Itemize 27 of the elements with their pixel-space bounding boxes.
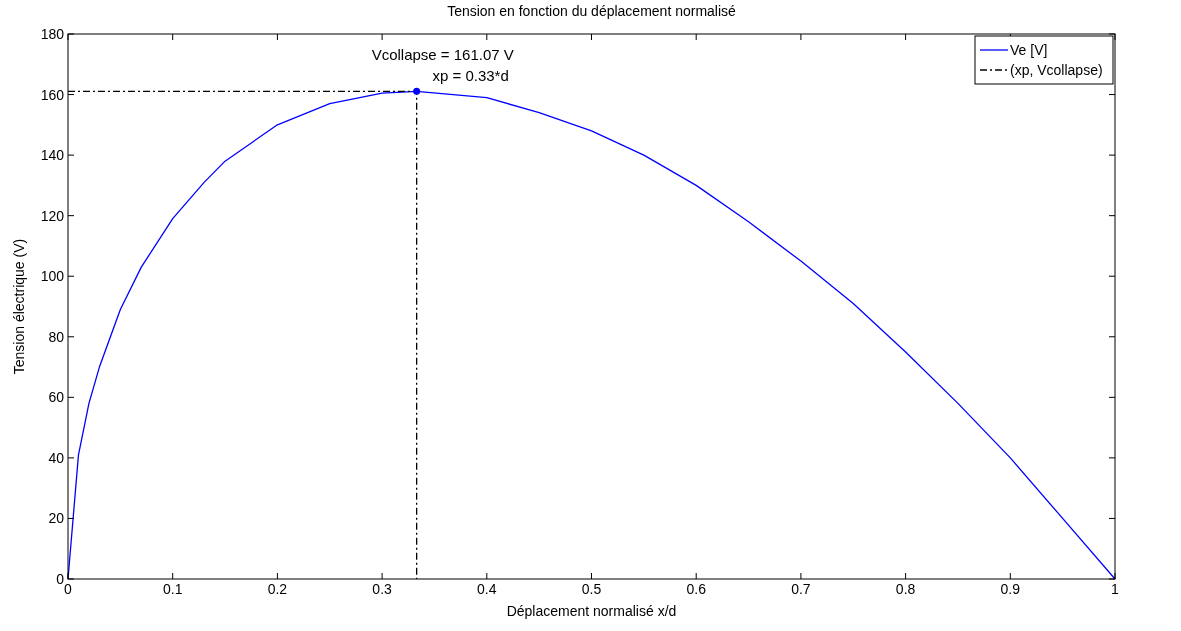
x-axis-title: Déplacement normalisé x/d bbox=[506, 603, 677, 619]
y-tick-label: 80 bbox=[48, 328, 65, 345]
y-axis-title: Tension électrique (V) bbox=[11, 238, 27, 375]
x-tick-label: 0.3 bbox=[372, 581, 393, 597]
x-tick-label: 0.9 bbox=[1000, 581, 1021, 597]
x-tick-label: 0.8 bbox=[895, 581, 916, 597]
x-tick-label: 0.1 bbox=[162, 581, 183, 597]
annotation: Vcollapse = 161.07 V bbox=[371, 46, 514, 64]
y-tick-label: 60 bbox=[48, 389, 65, 406]
annotation: xp = 0.33*d bbox=[432, 67, 509, 85]
y-tick-label: 20 bbox=[48, 510, 65, 527]
y-tick-label: 180 bbox=[40, 26, 65, 42]
y-tick-label: 40 bbox=[48, 449, 65, 466]
x-tick-label: 0.2 bbox=[267, 581, 288, 597]
x-tick-label: 0.6 bbox=[686, 581, 707, 597]
y-tick-label: 120 bbox=[40, 207, 65, 224]
x-tick-label: 1 bbox=[1111, 581, 1120, 597]
x-tick-label: 0.4 bbox=[477, 581, 497, 597]
y-tick-label: 160 bbox=[40, 86, 65, 103]
y-tick-label: 100 bbox=[40, 268, 65, 285]
y-tick-label: 140 bbox=[40, 147, 65, 164]
chart-title: Tension en fonction du déplacement normalisé bbox=[447, 3, 737, 19]
x-tick-label: 0.7 bbox=[791, 581, 811, 597]
legend-label: Ve [V] bbox=[1010, 42, 1048, 58]
legend-label: (xp, Vcollapse) bbox=[1010, 62, 1103, 78]
y-tick-label: 0 bbox=[56, 571, 65, 587]
x-tick-label: 0.5 bbox=[581, 581, 602, 597]
